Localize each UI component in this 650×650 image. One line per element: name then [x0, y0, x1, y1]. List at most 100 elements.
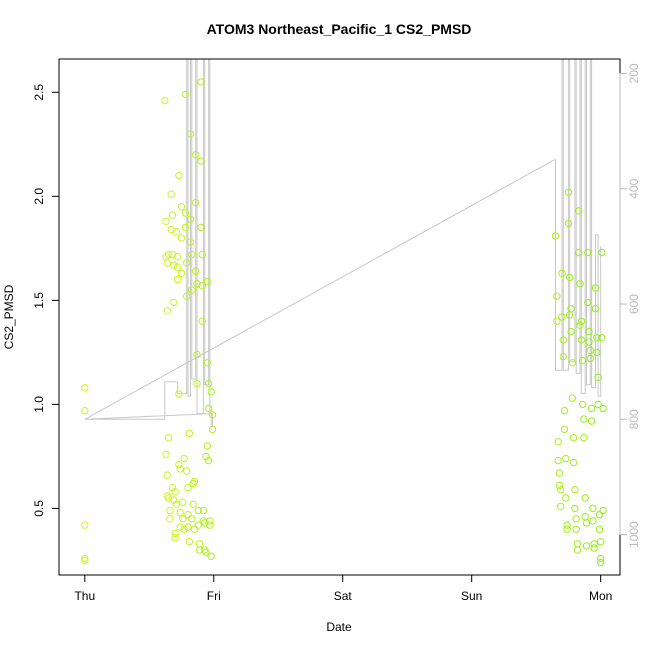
- data-point: [192, 267, 200, 275]
- x-tick-label: Thu: [74, 589, 95, 603]
- data-points-layer: [81, 78, 607, 567]
- data-point: [181, 223, 190, 232]
- data-point: [584, 298, 592, 307]
- data-point: [163, 492, 172, 500]
- data-point: [81, 521, 89, 529]
- data-point: [190, 525, 199, 533]
- data-point: [551, 232, 560, 240]
- data-point: [585, 338, 593, 346]
- y-tick-label: 1.0: [32, 396, 46, 413]
- data-point: [208, 411, 217, 419]
- data-point: [203, 277, 212, 286]
- data-point: [172, 228, 181, 236]
- data-point: [585, 327, 593, 336]
- data-point: [593, 334, 601, 342]
- data-point: [162, 450, 170, 458]
- data-point: [177, 269, 186, 277]
- chart-title: ATOM3 Northeast_Pacific_1 CS2_PMSD: [207, 21, 472, 37]
- data-point: [577, 336, 585, 344]
- data-point: [192, 198, 200, 207]
- data-point: [571, 486, 579, 494]
- data-point: [168, 250, 177, 259]
- data-point: [557, 486, 565, 494]
- data-point: [594, 400, 602, 409]
- data-point: [557, 502, 565, 510]
- data-point: [578, 400, 587, 409]
- data-point: [597, 538, 605, 546]
- data-point: [189, 500, 197, 508]
- data-point: [167, 190, 175, 198]
- data-point: [562, 454, 570, 463]
- data-point: [559, 352, 567, 361]
- data-point: [590, 540, 598, 548]
- data-point: [559, 336, 567, 344]
- data-point: [580, 415, 588, 423]
- data-point: [192, 151, 200, 159]
- data-point: [598, 334, 606, 342]
- data-point: [183, 259, 191, 267]
- data-point: [195, 546, 204, 554]
- data-point: [568, 359, 576, 367]
- data-point: [599, 404, 607, 413]
- data-point: [564, 219, 573, 228]
- data-point: [81, 556, 89, 565]
- data-point: [202, 548, 210, 556]
- data-point: [591, 284, 600, 292]
- data-point: [184, 523, 192, 531]
- data-point: [594, 373, 602, 381]
- data-point: [204, 456, 213, 465]
- x-axis-label: Date: [326, 620, 352, 634]
- data-point: [589, 517, 597, 525]
- data-point: [571, 504, 579, 513]
- data-point: [186, 215, 195, 223]
- data-point: [188, 286, 196, 294]
- data-point: [563, 521, 571, 529]
- data-point: [207, 552, 215, 560]
- data-point: [185, 429, 194, 438]
- data-point: [580, 434, 588, 442]
- data-point: [575, 248, 583, 257]
- data-point: [195, 540, 204, 548]
- data-point: [186, 238, 195, 246]
- data-point: [560, 406, 569, 415]
- data-point: [181, 209, 190, 217]
- data-point: [186, 130, 195, 138]
- depth-line: [84, 58, 602, 426]
- data-point: [582, 519, 591, 527]
- data-point: [171, 488, 179, 496]
- data-point: [597, 554, 605, 563]
- data-point: [553, 317, 561, 325]
- data-point: [81, 554, 89, 563]
- data-point: [204, 404, 213, 413]
- data-point: [553, 292, 561, 300]
- data-point: [173, 275, 182, 284]
- data-point: [162, 217, 170, 226]
- x-tick-label: Fri: [207, 589, 221, 603]
- data-point: [558, 269, 566, 277]
- data-point: [572, 525, 580, 533]
- data-point: [201, 546, 209, 554]
- y-axis-right: 200 400 600 800 1000: [619, 63, 641, 548]
- data-point: [566, 273, 574, 282]
- data-point: [554, 456, 562, 465]
- data-point: [581, 494, 589, 502]
- data-point: [172, 500, 181, 508]
- data-point: [203, 359, 212, 367]
- data-point: [206, 517, 214, 525]
- right-tick-label: 400: [627, 178, 641, 198]
- data-point: [166, 506, 174, 515]
- data-point: [81, 406, 89, 415]
- data-point: [176, 523, 184, 531]
- y-tick-label: 0.5: [32, 500, 46, 517]
- data-point: [578, 357, 587, 365]
- data-point: [595, 525, 604, 533]
- data-point: [197, 157, 205, 165]
- data-point: [175, 461, 183, 469]
- data-point: [573, 546, 582, 554]
- data-point: [555, 481, 564, 490]
- data-point: [208, 425, 217, 434]
- y-axis-label: CS2_PMSD: [2, 284, 16, 349]
- data-point: [572, 515, 580, 523]
- data-point: [194, 521, 203, 529]
